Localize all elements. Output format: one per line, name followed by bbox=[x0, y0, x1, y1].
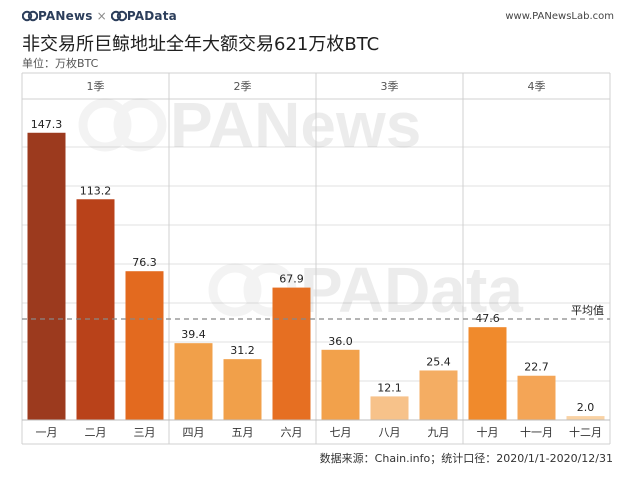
brand-logos: PANews × PAData bbox=[21, 9, 177, 23]
data-label: 36.0 bbox=[328, 335, 353, 348]
padata-logo-icon bbox=[110, 10, 128, 22]
data-label: 31.2 bbox=[230, 344, 255, 357]
data-label: 147.3 bbox=[31, 118, 63, 131]
watermark-logo-icon bbox=[78, 98, 167, 152]
average-line-group: 平均值 bbox=[22, 304, 610, 320]
x-tick-label: 九月 bbox=[428, 426, 450, 439]
x-tick-label: 十一月 bbox=[520, 425, 553, 439]
bar bbox=[370, 396, 409, 420]
x-tick-label: 四月 bbox=[183, 426, 205, 439]
data-label: 47.6 bbox=[475, 312, 500, 325]
data-label: 76.3 bbox=[132, 256, 157, 269]
unit-label: 单位：万枚BTC bbox=[22, 57, 99, 70]
bar bbox=[76, 199, 115, 420]
data-label: 2.0 bbox=[577, 401, 595, 414]
brand-padata: PAData bbox=[126, 9, 177, 23]
x-tick-label: 八月 bbox=[379, 426, 401, 439]
x-tick-label: 五月 bbox=[232, 426, 254, 439]
bar bbox=[566, 416, 605, 420]
data-label: 67.9 bbox=[279, 273, 304, 286]
header-bar: PANews × PAData www.PANewsLab.com bbox=[21, 6, 614, 28]
bar bbox=[468, 327, 507, 420]
x-axis: 一月 二月 三月 四月 五月 六月 七月 八月 九月 十月 十一月 十二月 bbox=[22, 419, 610, 439]
x-tick-label: 二月 bbox=[85, 426, 107, 439]
site-url: www.PANewsLab.com bbox=[505, 11, 614, 22]
x-tick-label: 一月 bbox=[36, 426, 58, 439]
average-label: 平均值 bbox=[571, 304, 604, 317]
x-tick-label: 十二月 bbox=[569, 425, 602, 439]
watermark-padata: PAData bbox=[300, 254, 523, 326]
bar bbox=[27, 132, 66, 420]
bar bbox=[321, 349, 360, 420]
watermark: PANews PAData bbox=[78, 89, 523, 326]
bar bbox=[223, 359, 262, 420]
data-label: 113.2 bbox=[80, 184, 112, 197]
data-label: 22.7 bbox=[524, 361, 549, 374]
quarter-label: 3季 bbox=[381, 80, 399, 93]
quarter-label: 1季 bbox=[87, 80, 105, 93]
panews-logo-icon bbox=[21, 10, 39, 22]
quarter-label: 4季 bbox=[528, 80, 546, 93]
bars: 147.3 113.2 76.3 39.4 31.2 67.9 36.0 12.1 25.4 47… bbox=[27, 118, 605, 420]
bar bbox=[272, 287, 311, 420]
data-source-note: 数据来源：Chain.info；统计口径：2020/1/1-2020/12/31 bbox=[319, 452, 613, 465]
bar bbox=[125, 271, 164, 420]
quarter-label: 2季 bbox=[234, 80, 252, 93]
bar bbox=[419, 370, 458, 420]
x-tick-label: 六月 bbox=[281, 426, 303, 439]
bar bbox=[174, 343, 213, 420]
x-tick-label: 十月 bbox=[477, 425, 499, 439]
bar bbox=[517, 375, 556, 420]
x-tick-label: 三月 bbox=[134, 426, 156, 439]
brand-separator: × bbox=[96, 9, 107, 23]
brand-panews: PANews bbox=[38, 9, 93, 23]
chart-title: 非交易所巨鲸地址全年大额交易621万枚BTC bbox=[22, 34, 380, 55]
data-label: 25.4 bbox=[426, 355, 451, 368]
watermark-panews: PANews bbox=[170, 89, 421, 161]
quarter-headers: 1季 2季 3季 4季 bbox=[21, 73, 611, 444]
data-label: 12.1 bbox=[377, 381, 402, 394]
x-tick-label: 七月 bbox=[330, 426, 352, 439]
data-label: 39.4 bbox=[181, 328, 206, 341]
